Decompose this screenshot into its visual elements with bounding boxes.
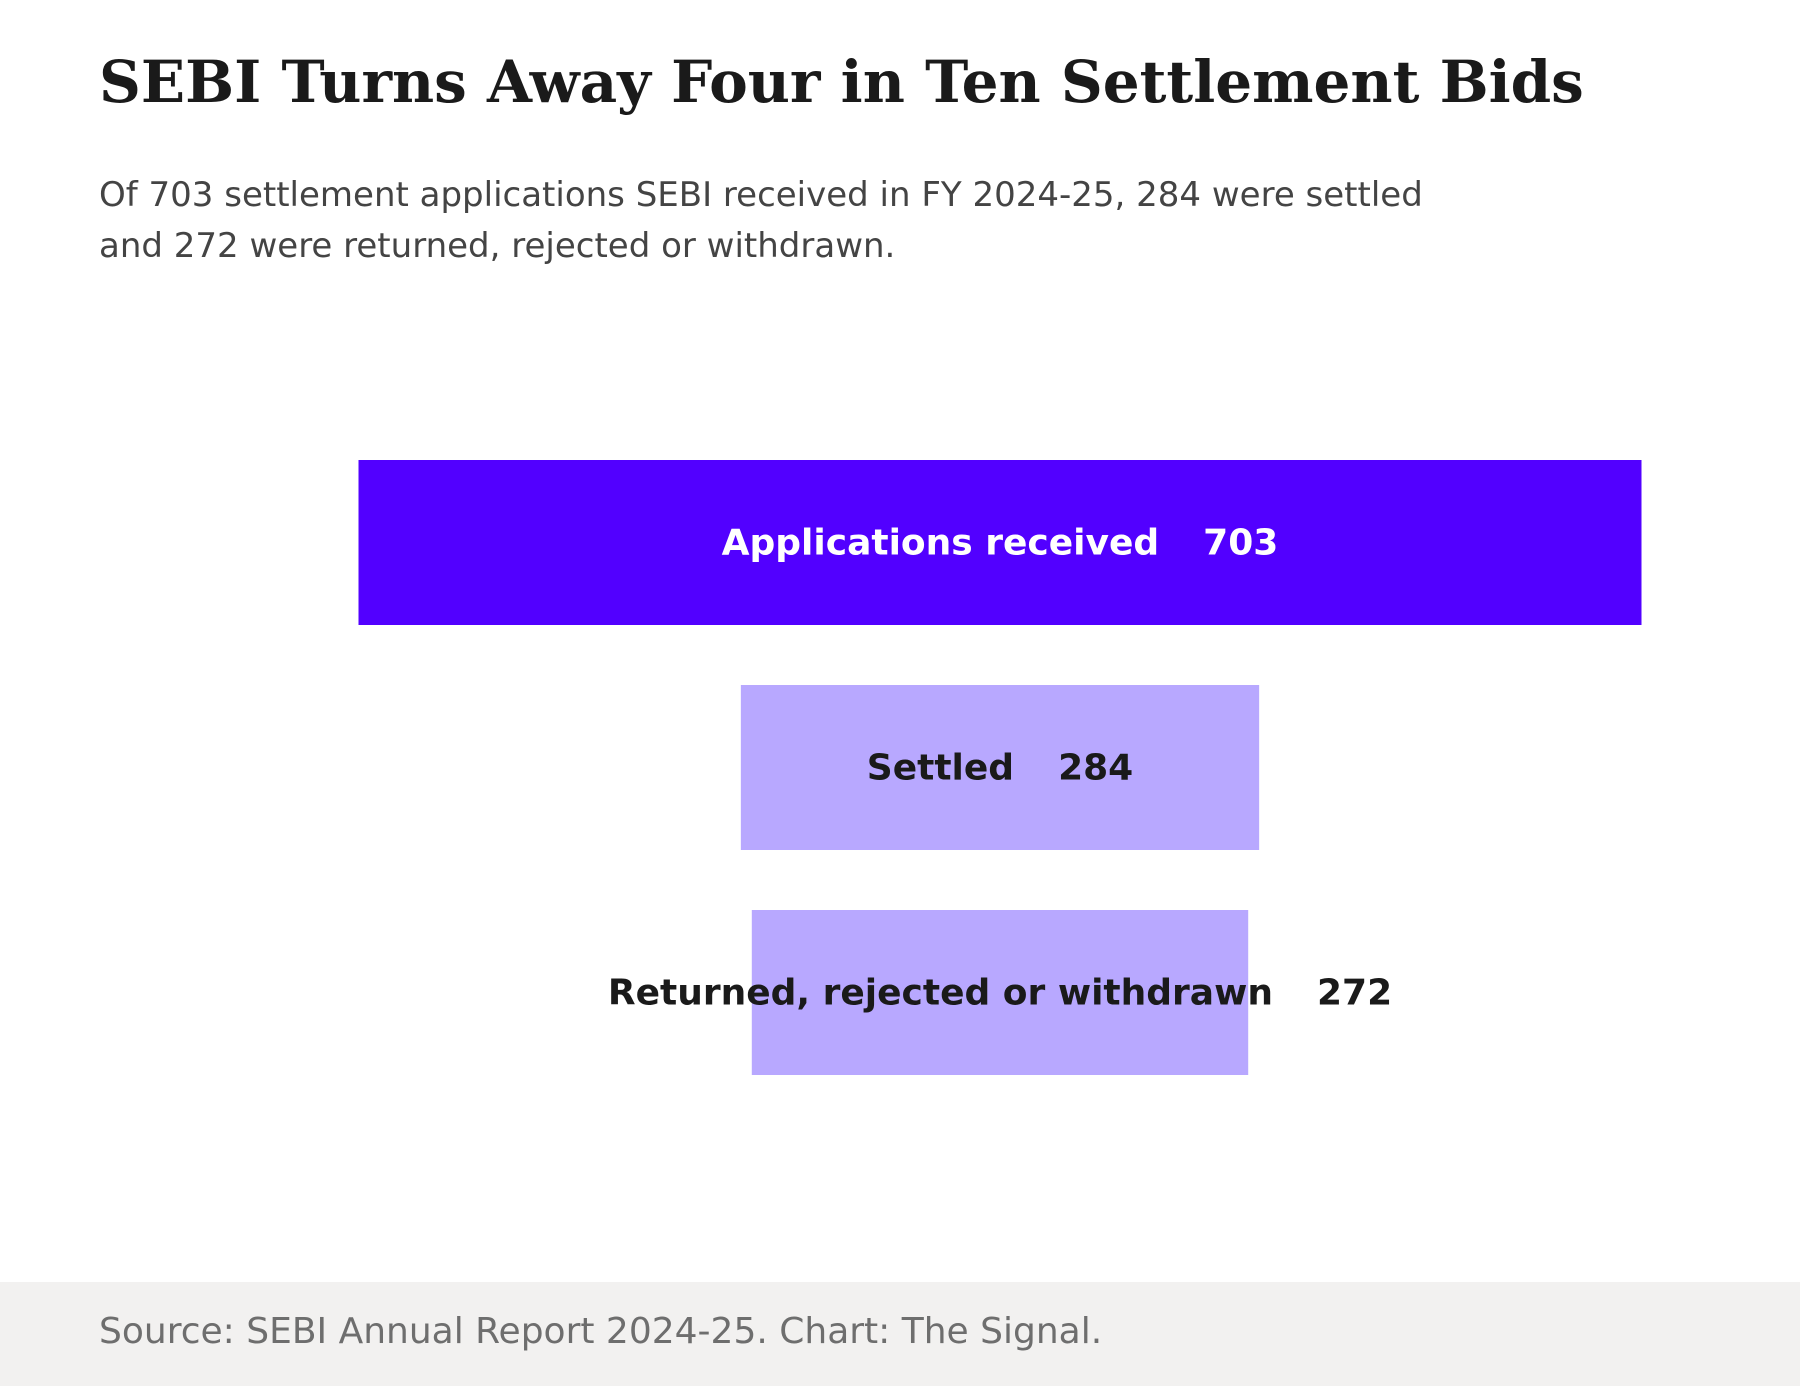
funnel-bar [751, 910, 1249, 1075]
bar-value-label: 284 [1058, 747, 1133, 788]
bar-category-label: Returned, rejected or withdrawn [608, 972, 1273, 1013]
funnel-bar [358, 460, 1642, 625]
chart-title: SEBI Turns Away Four in Ten Settlement B… [99, 48, 1584, 116]
funnel-bar [740, 685, 1260, 850]
source-note: Source: SEBI Annual Report 2024-25. Char… [99, 1311, 1103, 1352]
bar-category-label: Applications received [722, 522, 1160, 563]
footer: Source: SEBI Annual Report 2024-25. Char… [0, 1282, 1800, 1386]
funnel-chart: Applications received 703 Settled 284 Return… [358, 460, 1642, 1075]
bar-label: Returned, rejected or withdrawn 272 [608, 972, 1392, 1013]
chart-subtitle: Of 703 settlement applications SEBI rece… [99, 175, 1423, 266]
bar-label: Applications received 703 [722, 522, 1279, 563]
bar-category-label: Settled [867, 747, 1014, 788]
bar-value-label: 703 [1203, 522, 1278, 563]
bar-value-label: 272 [1317, 972, 1392, 1013]
bar-label: Settled 284 [867, 747, 1133, 788]
